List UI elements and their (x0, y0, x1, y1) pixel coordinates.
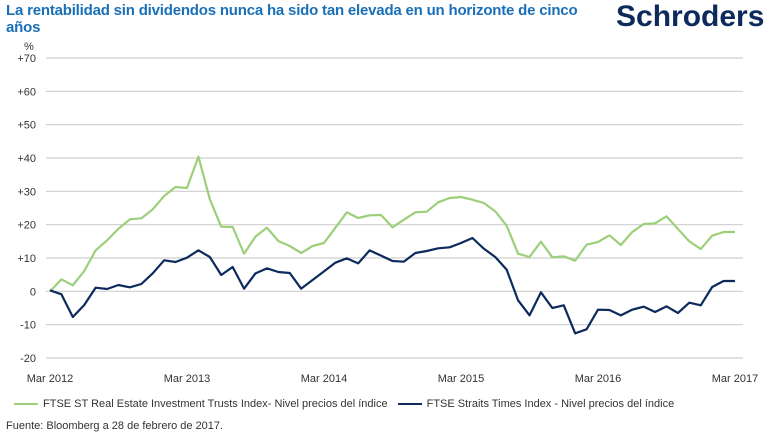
x-tick-label: Mar 2013 (164, 373, 210, 385)
source-note: Fuente: Bloomberg a 28 de febrero de 201… (6, 420, 224, 432)
y-tick-label: +10 (17, 253, 36, 265)
legend-item-reit: FTSE ST Real Estate Investment Trusts In… (14, 397, 388, 411)
y-axis-label: % (24, 41, 34, 53)
schroders-logo: Schroders (616, 0, 765, 33)
y-tick-label: +40 (17, 153, 36, 165)
x-tick-label: Mar 2012 (27, 373, 73, 385)
legend-item-sti: FTSE Straits Times Index - Nivel precios… (397, 397, 675, 411)
chart-footer: FTSE ST Real Estate Investment Trusts In… (6, 397, 766, 433)
series-line-0 (49, 155, 735, 293)
legend-swatch (14, 403, 38, 405)
x-tick-label: Mar 2017 (712, 373, 758, 385)
y-tick-label: +30 (17, 186, 36, 198)
x-tick-label: Mar 2016 (575, 373, 621, 385)
y-tick-label: +20 (17, 220, 36, 232)
chart-title: La rentabilidad sin dividendos nunca ha … (6, 2, 578, 36)
y-tick-label: +70 (17, 53, 36, 65)
legend: FTSE ST Real Estate Investment Trusts In… (6, 397, 766, 411)
y-tick-label: -10 (20, 320, 36, 332)
y-tick-label: +60 (17, 86, 36, 98)
x-tick-label: Mar 2015 (438, 373, 484, 385)
y-tick-label: +50 (17, 120, 36, 132)
y-tick-label: 0 (30, 286, 36, 298)
x-tick-label: Mar 2014 (301, 373, 347, 385)
line-chart: -20 -10 0 +10 +20 +30 +40 +50 +60 +70 Mar 2012 Mar … (17, 41, 758, 385)
legend-label: FTSE Straits Times Index - Nivel precios… (426, 398, 675, 410)
y-tick-label: -20 (20, 353, 36, 365)
legend-swatch (397, 403, 422, 405)
legend-label: FTSE ST Real Estate Investment Trusts In… (43, 398, 388, 410)
series-line-1 (49, 236, 735, 335)
